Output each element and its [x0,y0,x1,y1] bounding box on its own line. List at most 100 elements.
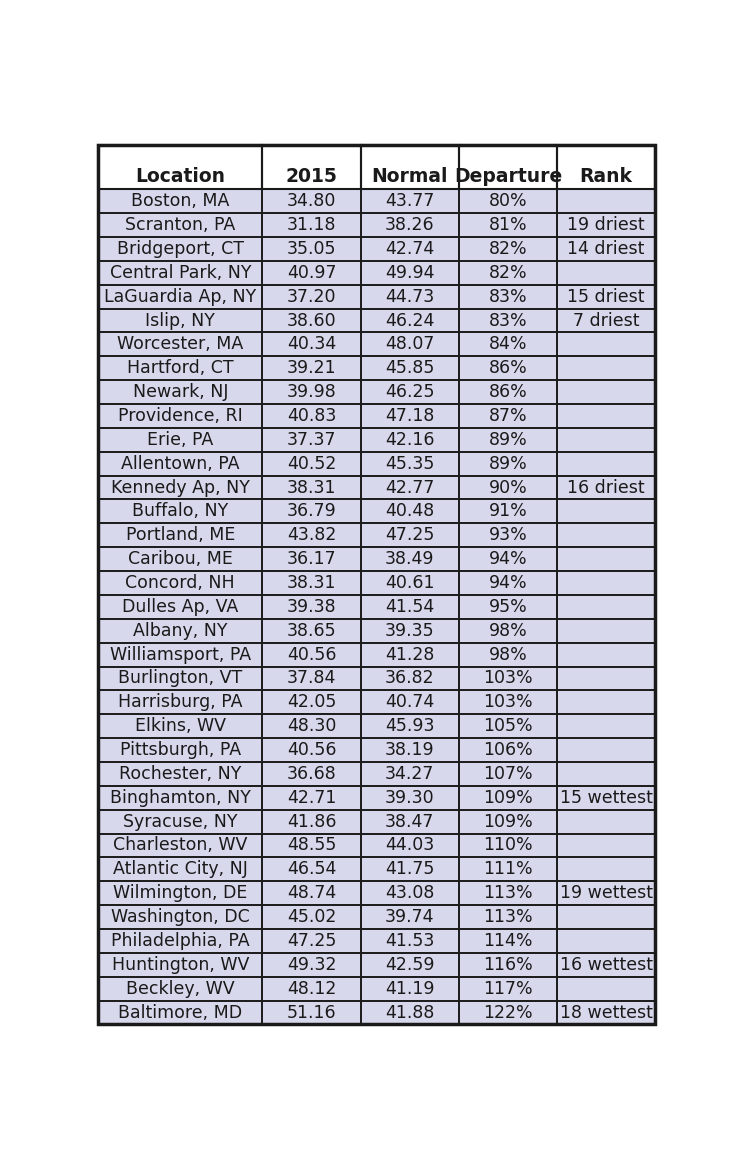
Bar [459,834,557,857]
Bar [98,643,262,667]
Text: 47.18: 47.18 [385,406,434,425]
Bar [557,571,655,595]
Text: Portland, ME: Portland, ME [126,526,235,544]
Text: 46.54: 46.54 [287,860,336,879]
Text: Bridgeport, CT: Bridgeport, CT [117,240,244,258]
Bar [262,213,361,237]
Text: 31.18: 31.18 [287,217,337,234]
Bar [98,261,656,285]
Bar [361,929,459,953]
Bar [262,929,361,953]
Bar [262,976,361,1001]
Bar [98,834,262,857]
Text: Burlington, VT: Burlington, VT [118,669,243,688]
Bar [98,690,262,714]
Bar [557,738,655,762]
Bar [262,357,361,380]
Text: 48.55: 48.55 [287,836,336,855]
Text: 113%: 113% [483,908,533,926]
Bar [98,929,656,953]
Bar [361,714,459,738]
Bar [98,881,262,906]
Text: 36.82: 36.82 [385,669,434,688]
Bar [98,571,262,595]
Text: 42.74: 42.74 [385,240,434,258]
Text: 36.79: 36.79 [287,503,337,520]
Bar [98,452,262,476]
Text: 98%: 98% [489,622,527,639]
Bar [98,714,656,738]
Bar [459,857,557,881]
Text: Location: Location [135,168,225,186]
Text: 40.52: 40.52 [287,455,336,472]
Text: Boston, MA: Boston, MA [131,192,229,211]
Text: 45.35: 45.35 [385,455,434,472]
Bar [262,857,361,881]
Bar [98,380,656,404]
Bar [557,380,655,404]
Text: Worcester, MA: Worcester, MA [117,336,243,353]
Text: 51.16: 51.16 [287,1004,337,1021]
Text: Binghamton, NY: Binghamton, NY [110,789,251,807]
Text: 44.73: 44.73 [385,287,434,306]
Bar [98,237,262,261]
Text: 110%: 110% [483,836,533,855]
Bar [459,786,557,809]
Bar [361,452,459,476]
Bar [262,145,361,189]
Bar [98,332,262,357]
Bar [361,523,459,548]
Text: Islip, NY: Islip, NY [146,312,215,330]
Text: 42.16: 42.16 [385,431,434,449]
Bar [557,332,655,357]
Bar [98,189,262,213]
Bar [459,237,557,261]
Text: 94%: 94% [489,550,527,569]
Bar [98,690,656,714]
Text: 41.54: 41.54 [385,598,434,616]
Bar [98,332,656,357]
Bar [98,548,656,571]
Text: Hartford, CT: Hartford, CT [127,359,234,378]
Bar [98,738,656,762]
Bar [557,452,655,476]
Bar [262,667,361,690]
Bar [557,404,655,428]
Text: 48.12: 48.12 [287,980,336,998]
Text: Williamsport, PA: Williamsport, PA [110,646,251,664]
Bar [459,906,557,929]
Text: Central Park, NY: Central Park, NY [110,264,251,281]
Text: Washington, DC: Washington, DC [111,908,250,926]
Bar [459,571,557,595]
Text: 43.82: 43.82 [287,526,336,544]
Text: 83%: 83% [489,287,527,306]
Bar [459,145,557,189]
Bar [361,213,459,237]
Bar [557,261,655,285]
Bar [262,189,361,213]
Bar [262,285,361,308]
Bar [459,618,557,643]
Bar [98,357,656,380]
Bar [459,332,557,357]
Bar [98,476,656,499]
Text: 95%: 95% [489,598,527,616]
Bar [98,523,656,548]
Bar [557,929,655,953]
Text: Syracuse, NY: Syracuse, NY [123,813,237,830]
Text: 42.71: 42.71 [287,789,336,807]
Bar [361,332,459,357]
Bar [98,523,262,548]
Bar [361,1001,459,1025]
Bar [459,285,557,308]
Text: 49.32: 49.32 [287,955,337,974]
Text: 109%: 109% [483,813,533,830]
Bar [557,857,655,881]
Bar [262,332,361,357]
Bar [98,145,656,189]
Text: 93%: 93% [489,526,527,544]
Bar [361,571,459,595]
Text: Elkins, WV: Elkins, WV [135,717,226,735]
Bar [98,809,262,834]
Text: 114%: 114% [483,932,533,950]
